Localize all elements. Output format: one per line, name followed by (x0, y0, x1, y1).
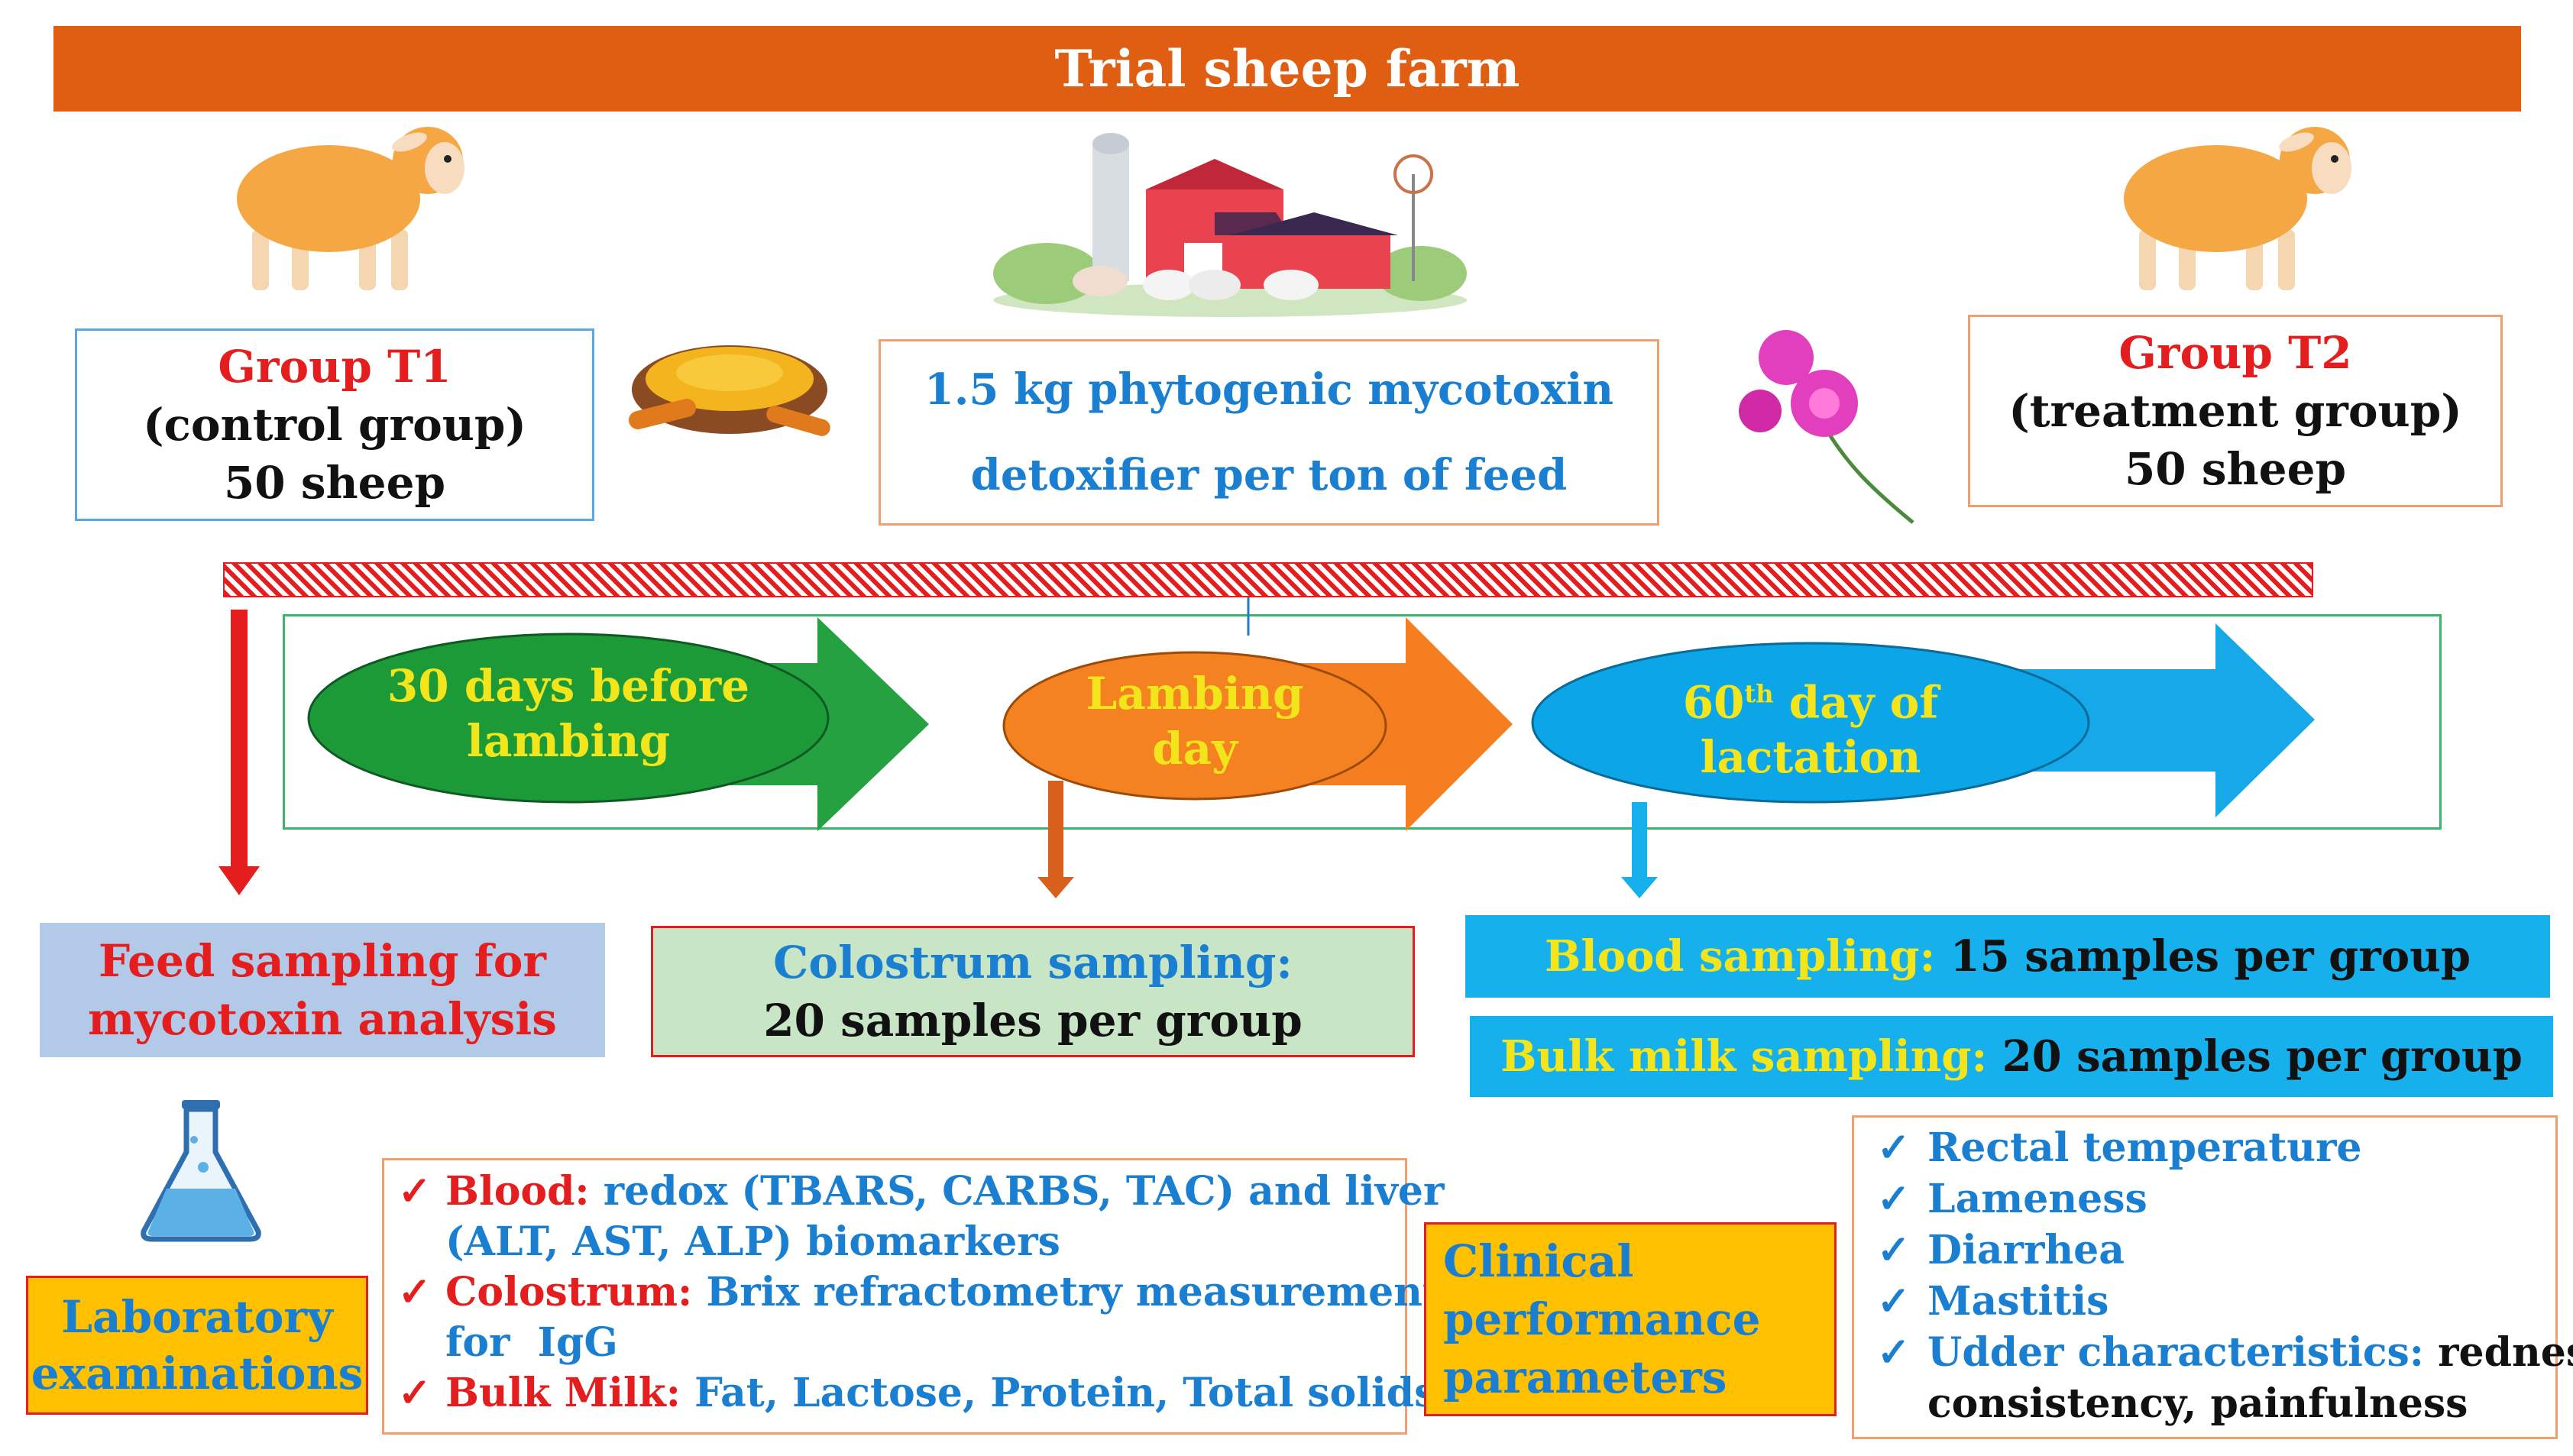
clin-line3: parameters (1443, 1351, 1727, 1403)
lab-flask-icon (141, 1100, 261, 1242)
group-t1-box: Group T1 (control group) 50 sheep (75, 328, 594, 521)
lab-colostrum-label: Colostrum: (445, 1269, 693, 1315)
milk-thistle-flower-icon (1739, 330, 1914, 524)
lab-colostrum-line2: for IgG (445, 1319, 618, 1366)
check-icon: ✓ (398, 1370, 432, 1416)
milk-sampling-label: Bulk milk sampling: (1500, 1031, 1988, 1082)
lab-line2: examinations (31, 1348, 364, 1399)
lab-milk-line1: Fat, Lactose, Protein, Total solids (680, 1370, 1437, 1416)
stage2-line1: Lambing (1086, 668, 1304, 720)
group-t2-count: 50 sheep (2124, 443, 2347, 495)
colostrum-sampling-box: Colostrum sampling: 20 samples per group (651, 926, 1415, 1057)
milk-sampling-value: 20 samples per group (1987, 1031, 2523, 1082)
stage3-suffix: day of (1773, 676, 1939, 729)
group-t1-desc: (control group) (143, 399, 526, 451)
stage1-line1: 30 days before (387, 660, 750, 712)
sheep-icon (237, 127, 464, 290)
check-icon: ✓ (1877, 1329, 1911, 1376)
clin-line1: Clinical (1443, 1235, 1634, 1287)
check-icon: ✓ (1877, 1227, 1911, 1273)
check-icon: ✓ (398, 1168, 432, 1215)
blood-sampling-value: 15 samples per group (1935, 931, 2471, 982)
stage-60th-day-of-lactation: 60th day of lactation (1604, 666, 2017, 785)
clin-item4: Mastitis (1927, 1278, 2109, 1325)
check-icon: ✓ (398, 1269, 432, 1315)
clin-item5-line1: redness, (2438, 1329, 2573, 1376)
clin-item3: Diarrhea (1927, 1227, 2125, 1273)
lab-blood-label: Blood: (445, 1168, 590, 1215)
stage3-sup: th (1744, 679, 1774, 708)
lab-milk-label: Bulk Milk: (445, 1370, 681, 1416)
stage-30-days-before-lambing: 30 days before lambing (362, 658, 775, 768)
farm-icon (993, 133, 1467, 317)
stage-lambing-day: Lambing day (1042, 666, 1348, 776)
clin-item2: Lameness (1927, 1176, 2147, 1222)
clinical-items-box: ✓ Rectal temperature ✓ Lameness ✓ Diarrhea … (1852, 1115, 2573, 1439)
laboratory-examinations-box: Laboratory examinations (26, 1276, 368, 1415)
treatment-box: 1.5 kg phytogenic mycotoxin detoxifier p… (879, 339, 1659, 526)
blood-sampling-label: Blood sampling: (1544, 931, 1936, 982)
stage2-line2: day (1152, 723, 1238, 775)
banner-title: Trial sheep farm (53, 26, 2521, 112)
clin-item5-line2: consistency, painfulness (1927, 1380, 2468, 1427)
stage3-prefix: 60 (1682, 676, 1745, 729)
treatment-line2: detoxifier per ton of feed (970, 450, 1568, 500)
check-icon: ✓ (1877, 1176, 1911, 1222)
stage3-line1: 60th day of (1604, 666, 2017, 730)
stage1-line2: lambing (466, 715, 671, 767)
timeline-frame (283, 614, 2442, 830)
lab-colostrum-line1: Brix refractometry measurements (692, 1269, 1464, 1315)
colostrum-label: Colostrum sampling: (773, 937, 1293, 988)
laboratory-items-box: ✓ Blood: redox (TBARS, CARBS, TAC) and li… (382, 1158, 1463, 1435)
clin-item1: Rectal temperature (1927, 1124, 2362, 1171)
lab-line1: Laboratory (61, 1291, 333, 1343)
lab-blood-line1: redox (TBARS, CARBS, TAC) and liver (589, 1168, 1445, 1215)
clin-item5-label: Udder characteristics: (1927, 1329, 2424, 1376)
colostrum-value: 20 samples per group (763, 995, 1303, 1047)
group-t1-name: Group T1 (218, 341, 451, 393)
group-t2-box: Group T2 (treatment group) 50 sheep (1968, 315, 2503, 507)
feed-sampling-box: Feed sampling for mycotoxin analysis (40, 923, 605, 1057)
group-t1-count: 50 sheep (223, 457, 446, 509)
group-t2-desc: (treatment group) (2008, 385, 2462, 437)
check-icon: ✓ (1877, 1278, 1911, 1325)
blood-sampling-bar: Blood sampling: 15 samples per group (1465, 915, 2550, 998)
lab-blood-line2: (ALT, AST, ALP) biomarkers (445, 1218, 1060, 1265)
clinical-parameters-box: Clinical performance parameters (1424, 1222, 1837, 1416)
milk-sampling-bar: Bulk milk sampling: 20 samples per group (1470, 1016, 2553, 1097)
feed-line1: Feed sampling for (99, 935, 546, 987)
check-icon: ✓ (1877, 1124, 1911, 1171)
group-t2-name: Group T2 (2118, 327, 2352, 379)
clin-line2: performance (1443, 1293, 1761, 1345)
curcuma-powder-icon (628, 345, 830, 436)
sheep-icon (2124, 127, 2351, 290)
treatment-line1: 1.5 kg phytogenic mycotoxin (924, 364, 1614, 415)
feed-line2: mycotoxin analysis (88, 993, 557, 1045)
stage3-line2: lactation (1700, 731, 1921, 784)
timeline-hatched-bar (223, 562, 2313, 597)
